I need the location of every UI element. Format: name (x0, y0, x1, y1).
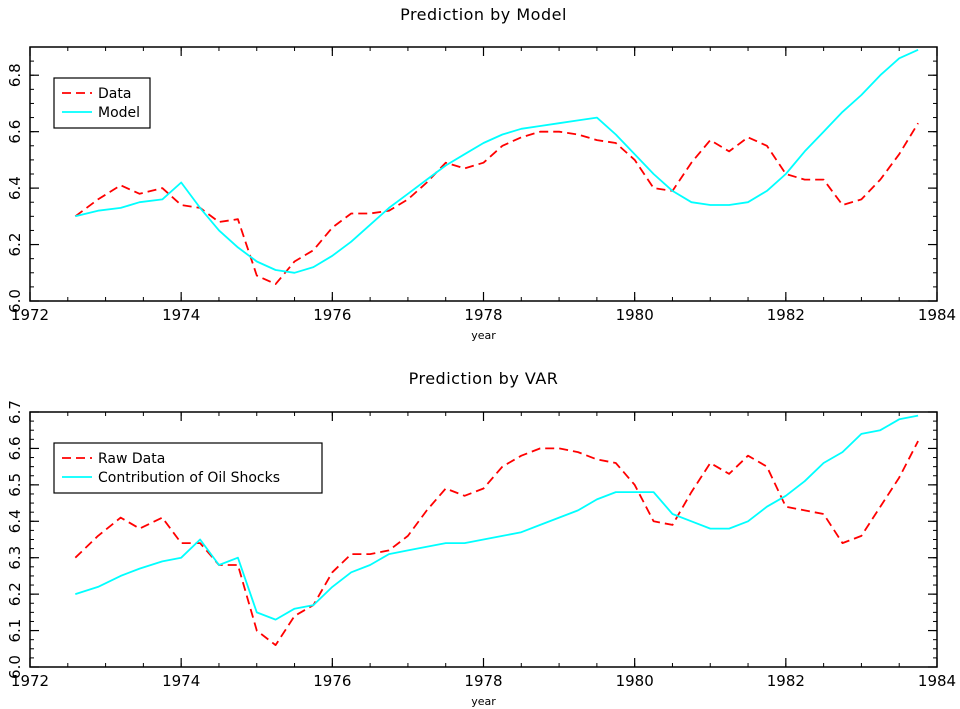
series-line-2 (75, 414, 919, 621)
y-tick-label: 6.2 (6, 582, 24, 606)
x-tick-label: 1972 (11, 306, 49, 324)
chart-panel-2: Prediction by VAR 1972 1974 1976 1978 1980 198… (6, 369, 956, 708)
legend-box (53, 442, 323, 494)
x-axis-label: year (471, 695, 496, 708)
y-tick-label: 6.6 (6, 436, 24, 460)
legend-label: Contribution of Oil Shocks (98, 470, 280, 486)
plot-frame (29, 46, 938, 302)
legend: Raw Data Contribution of Oil Shocks (53, 442, 323, 494)
y-tick-label: 6.0 (6, 289, 24, 313)
legend-label: Model (98, 105, 140, 121)
x-tick-label: 1980 (616, 306, 654, 324)
x-axis-label: year (471, 329, 496, 342)
x-tick-label: 1984 (918, 306, 956, 324)
chart-panel-1: Prediction by Model 1972 1974 1976 1978 1980 1… (6, 5, 956, 342)
y-tick-label: 6.8 (6, 63, 24, 87)
x-tick-label: 1980 (616, 672, 654, 690)
x-tick-label: 1982 (767, 672, 805, 690)
y-tick-label: 6.7 (6, 400, 24, 424)
y-tick-label: 6.0 (6, 655, 24, 679)
y-tick-label: 6.1 (6, 619, 24, 643)
x-tick-label: 1984 (918, 672, 956, 690)
x-tick-label: 1976 (313, 306, 351, 324)
x-tick-label: 1972 (11, 672, 49, 690)
x-tick-label: 1974 (162, 306, 200, 324)
legend-box (53, 77, 151, 129)
series-line-1 (74, 122, 919, 286)
chart-title: Prediction by VAR (409, 369, 559, 388)
y-tick-label: 6.6 (6, 120, 24, 144)
series-line-1 (74, 440, 919, 646)
x-tick-label: 1982 (767, 306, 805, 324)
legend: Data Model (53, 77, 151, 129)
x-tick-label: 1974 (162, 672, 200, 690)
y-tick-label: 6.4 (6, 176, 24, 200)
series-line-2 (75, 48, 919, 274)
y-tick-label: 6.3 (6, 546, 24, 570)
y-tick-label: 6.2 (6, 233, 24, 257)
x-tick-label: 1978 (464, 672, 502, 690)
y-tick-label: 6.5 (6, 473, 24, 497)
x-tick-label: 1976 (313, 672, 351, 690)
y-tick-label: 6.4 (6, 509, 24, 533)
chart-title: Prediction by Model (400, 5, 567, 24)
legend-label: Data (98, 86, 131, 102)
x-tick-label: 1978 (464, 306, 502, 324)
legend-label: Raw Data (98, 451, 165, 467)
